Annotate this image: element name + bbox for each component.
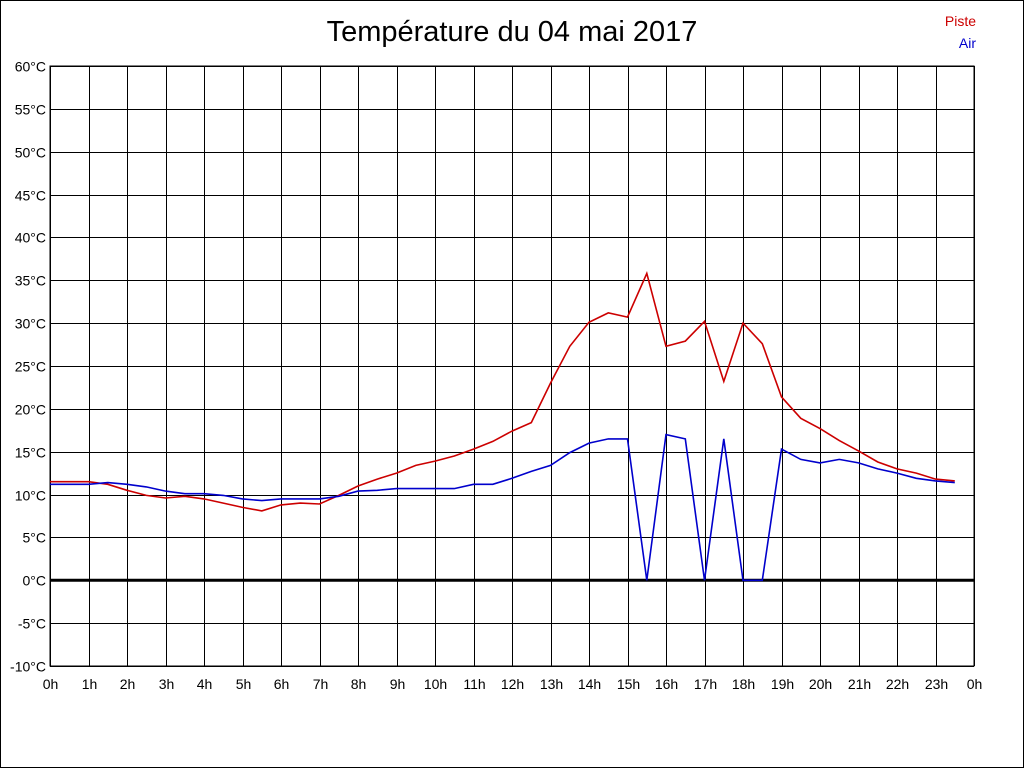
x-tick-label: 16h (655, 676, 678, 692)
x-tick-label: 12h (501, 676, 524, 692)
x-tick-label: 22h (886, 676, 909, 692)
y-tick-label: 45°C (15, 188, 46, 204)
x-tick-label: 19h (771, 676, 794, 692)
x-tick-label: 15h (617, 676, 640, 692)
legend-item-piste: Piste (944, 13, 976, 29)
y-tick-label: 40°C (15, 230, 46, 246)
y-tick-label: 30°C (15, 316, 46, 332)
x-tick-label: 9h (390, 676, 406, 692)
x-tick-label: 18h (732, 676, 755, 692)
x-tick-label: 7h (313, 676, 329, 692)
x-tick-label: 6h (274, 676, 290, 692)
y-tick-label: 50°C (15, 145, 46, 161)
y-tick-label: 10°C (15, 488, 46, 504)
x-tick-label: 23h (925, 676, 948, 692)
y-tick-label: 0°C (23, 573, 47, 589)
x-tick-label: 14h (578, 676, 601, 692)
x-tick-label: 11h (463, 676, 485, 692)
x-tick-label: 20h (809, 676, 832, 692)
y-tick-label: 35°C (15, 273, 46, 289)
series-line-air (50, 433, 955, 582)
y-tick-label: 60°C (15, 59, 46, 75)
x-tick-label: 8h (351, 676, 367, 692)
chart-title: Température du 04 mai 2017 (326, 16, 698, 48)
x-tick-label: 21h (848, 676, 871, 692)
x-tick-label: 4h (197, 676, 213, 692)
x-tick-label: 3h (159, 676, 175, 692)
y-tick-label: 5°C (23, 530, 47, 546)
y-tick-label: 25°C (15, 359, 46, 375)
y-tick-label: -10°C (10, 659, 46, 675)
series-line-piste (50, 270, 955, 512)
y-tick-label: 20°C (15, 402, 46, 418)
x-tick-label: 17h (694, 676, 717, 692)
x-tick-label: 0h (43, 676, 59, 692)
x-tick-label: 1h (82, 676, 98, 692)
grid (49, 65, 975, 667)
y-tick-label: 55°C (15, 102, 46, 118)
y-tick-label: 15°C (15, 445, 46, 461)
axis-labels: 60°C 55°C 50°C 45°C 40°C 35°C 30°C 25°C 20°C 15°C… (10, 59, 982, 693)
x-tick-label: 10h (424, 676, 447, 692)
legend-item-air: Air (958, 35, 976, 51)
x-tick-label: 13h (540, 676, 563, 692)
series-lines (50, 270, 955, 582)
y-tick-label: -5°C (18, 616, 46, 632)
x-tick-label: 2h (120, 676, 136, 692)
x-tick-label: 5h (236, 676, 252, 692)
x-tick-label: 0h (967, 676, 983, 692)
